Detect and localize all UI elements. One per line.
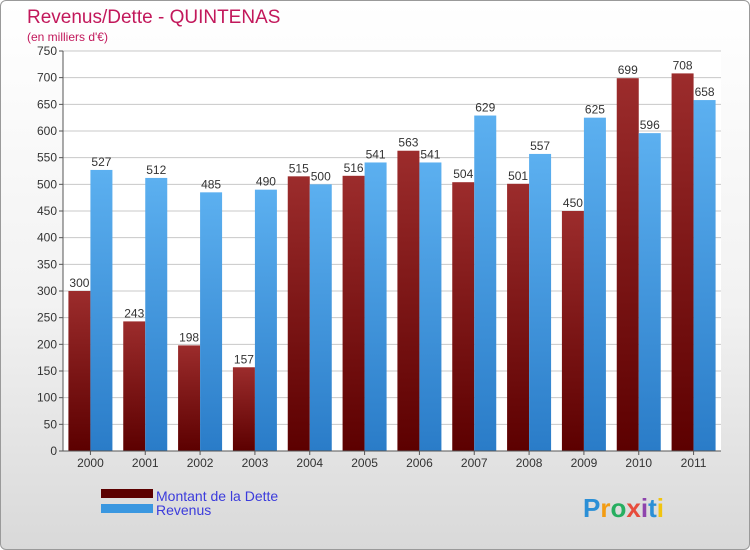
y-tick-label: 100 [37, 391, 57, 405]
x-tick-label: 2009 [571, 456, 598, 470]
data-label: 198 [179, 330, 199, 344]
logo-letter: o [610, 493, 626, 523]
data-label: 541 [420, 147, 440, 161]
plot-area [63, 51, 721, 451]
y-tick-label: 500 [37, 177, 57, 191]
logo-letter: i [657, 493, 664, 523]
y-tick-label: 550 [37, 151, 57, 165]
data-label: 501 [508, 169, 528, 183]
bars: 3005272435121984851574905155005165415635… [68, 58, 716, 452]
x-tick-label: 2003 [242, 456, 269, 470]
y-tick-label: 450 [37, 204, 57, 218]
bar-dette [342, 175, 365, 452]
bar-revenus [254, 189, 277, 451]
y-tick-label: 0 [50, 444, 57, 458]
data-label: 629 [475, 101, 495, 115]
data-label: 557 [530, 139, 550, 153]
bar-dette [561, 211, 584, 451]
y-tick-label: 700 [37, 71, 57, 85]
data-label: 504 [453, 167, 473, 181]
x-tick-label: 2004 [296, 456, 323, 470]
y-tick-label: 150 [37, 364, 57, 378]
x-tick-label: 2005 [351, 456, 378, 470]
legend: Montant de la Dette Revenus [101, 488, 278, 518]
x-tick-label: 2000 [77, 456, 104, 470]
bar-revenus [693, 100, 716, 452]
y-tick-label: 350 [37, 257, 57, 271]
y-tick-label: 400 [37, 231, 57, 245]
bar-dette [616, 78, 639, 451]
data-label: 541 [366, 147, 386, 161]
legend-swatch-revenus [101, 504, 153, 513]
bar-revenus [145, 177, 168, 451]
data-label: 563 [398, 136, 418, 150]
y-tick-label: 750 [37, 44, 57, 58]
logo-letter: x [626, 493, 641, 523]
bar-revenus [583, 117, 606, 452]
chart-title: Revenus/Dette - QUINTENAS [27, 7, 280, 28]
bar-revenus [309, 184, 332, 452]
data-label: 450 [563, 196, 583, 210]
y-tick-label: 250 [37, 311, 57, 325]
y-tick-label: 200 [37, 337, 57, 351]
x-tick-label: 2011 [681, 456, 707, 470]
data-label: 516 [344, 161, 364, 175]
data-label: 699 [618, 63, 638, 77]
data-label: 596 [640, 118, 660, 132]
legend-swatch-debt [101, 489, 153, 498]
bar-dette [507, 183, 530, 452]
y-tick-label: 50 [44, 417, 58, 431]
legend-label-debt: Montant de la Dette [156, 488, 278, 504]
bar-revenus [638, 133, 661, 451]
data-label: 157 [234, 352, 254, 366]
data-label: 490 [256, 175, 276, 189]
data-label: 300 [69, 276, 89, 290]
bar-revenus [364, 162, 387, 451]
logo-letter: i [641, 493, 648, 523]
bar-revenus [529, 153, 552, 451]
bar-dette [671, 73, 694, 452]
logo-letter: r [600, 493, 610, 523]
x-tick-label: 2001 [132, 456, 159, 470]
bar-dette [232, 367, 255, 451]
grid [63, 50, 721, 452]
bar-dette [287, 176, 310, 452]
logo-letter: t [648, 493, 657, 523]
bar-revenus [90, 169, 113, 451]
y-tick-label: 300 [37, 284, 57, 298]
data-label: 515 [289, 161, 309, 175]
x-tick-label: 2007 [461, 456, 488, 470]
data-label: 512 [146, 163, 166, 177]
data-label: 485 [201, 177, 221, 191]
bar-revenus [474, 115, 497, 452]
data-label: 527 [91, 155, 111, 169]
x-tick-label: 2006 [406, 456, 433, 470]
data-label: 625 [585, 103, 605, 117]
data-label: 243 [124, 306, 144, 320]
data-label: 708 [673, 58, 693, 72]
x-tick-label: 2008 [516, 456, 543, 470]
bar-dette [452, 182, 475, 451]
chart-subtitle: (en milliers d'€) [27, 30, 108, 44]
bar-dette [123, 321, 146, 451]
legend-label-revenus: Revenus [156, 502, 211, 518]
x-tick-label: 2010 [625, 456, 652, 470]
bar-dette [68, 291, 91, 451]
proxiti-logo: Proxiti [583, 493, 664, 523]
data-label: 500 [311, 169, 331, 183]
axes: 0 50 100 150 200 250 300 350 400 450 500 550 600 650 7… [37, 44, 721, 470]
data-label: 658 [695, 85, 715, 99]
logo-letter: P [583, 493, 600, 523]
bar-revenus [200, 192, 223, 452]
x-tick-label: 2002 [187, 456, 214, 470]
bar-dette [397, 150, 420, 451]
bar-revenus [419, 162, 442, 451]
y-tick-label: 600 [37, 124, 57, 138]
y-tick-label: 650 [37, 97, 57, 111]
bar-dette [178, 345, 201, 451]
